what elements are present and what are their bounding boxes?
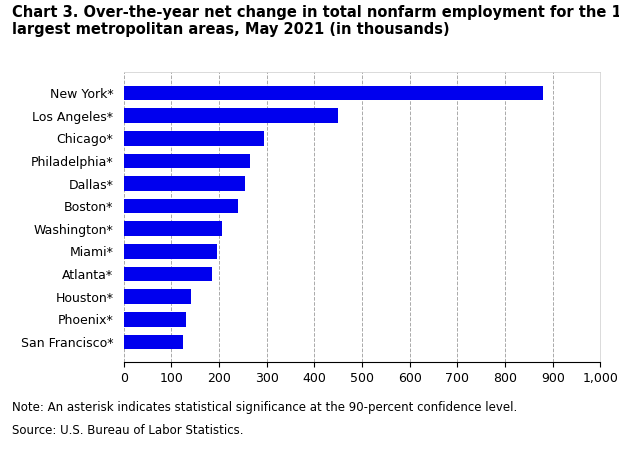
Bar (124, 108, 338, 123)
Text: Source: U.S. Bureau of Labor Statistics.: Source: U.S. Bureau of Labor Statistics. (12, 424, 244, 437)
Bar (124, 176, 245, 191)
Bar (124, 222, 222, 236)
Bar (124, 312, 186, 327)
Bar (124, 289, 191, 304)
Bar (124, 154, 250, 168)
Text: Chart 3. Over-the-year net change in total nonfarm employment for the 12
largest: Chart 3. Over-the-year net change in tot… (12, 5, 619, 37)
Bar (124, 334, 183, 349)
Text: Note: An asterisk indicates statistical significance at the 90-percent confidenc: Note: An asterisk indicates statistical … (12, 401, 517, 414)
Bar (124, 244, 217, 259)
Bar (124, 131, 264, 145)
Bar (124, 267, 212, 281)
Bar (124, 86, 543, 101)
Bar (124, 199, 238, 213)
